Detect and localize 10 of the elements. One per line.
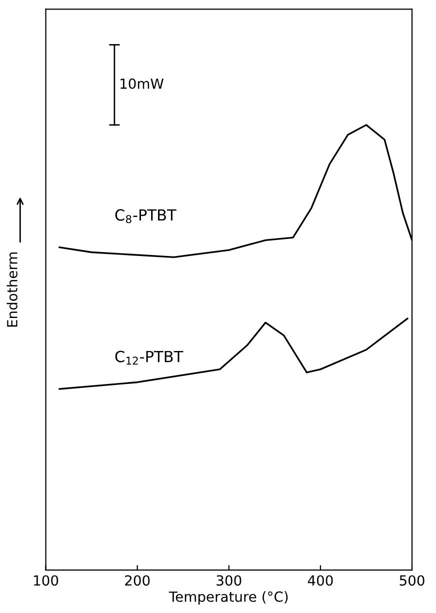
x-tick-label: 300 (216, 575, 242, 586)
series-label: C$_{12}$-PTBT (115, 350, 184, 365)
y-axis-title: Endotherm (6, 252, 18, 327)
x-axis-title: Temperature (°C) (168, 591, 288, 605)
text: 10mW (120, 78, 164, 89)
series-label: C$_{8}$-PTBT (115, 209, 176, 224)
x-tick-label: 500 (400, 575, 424, 586)
x-tick-label: 400 (308, 575, 333, 586)
x-tick-label: 200 (125, 575, 150, 586)
x-tick-label: 100 (34, 575, 58, 586)
